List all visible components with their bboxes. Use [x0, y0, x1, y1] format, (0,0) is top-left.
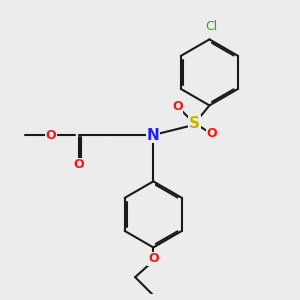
Text: O: O [206, 127, 217, 140]
Text: O: O [172, 100, 183, 113]
Text: O: O [74, 158, 84, 171]
Text: O: O [46, 129, 56, 142]
Text: S: S [189, 116, 200, 131]
Text: N: N [147, 128, 160, 142]
Text: Cl: Cl [205, 20, 217, 33]
Text: O: O [148, 253, 159, 266]
